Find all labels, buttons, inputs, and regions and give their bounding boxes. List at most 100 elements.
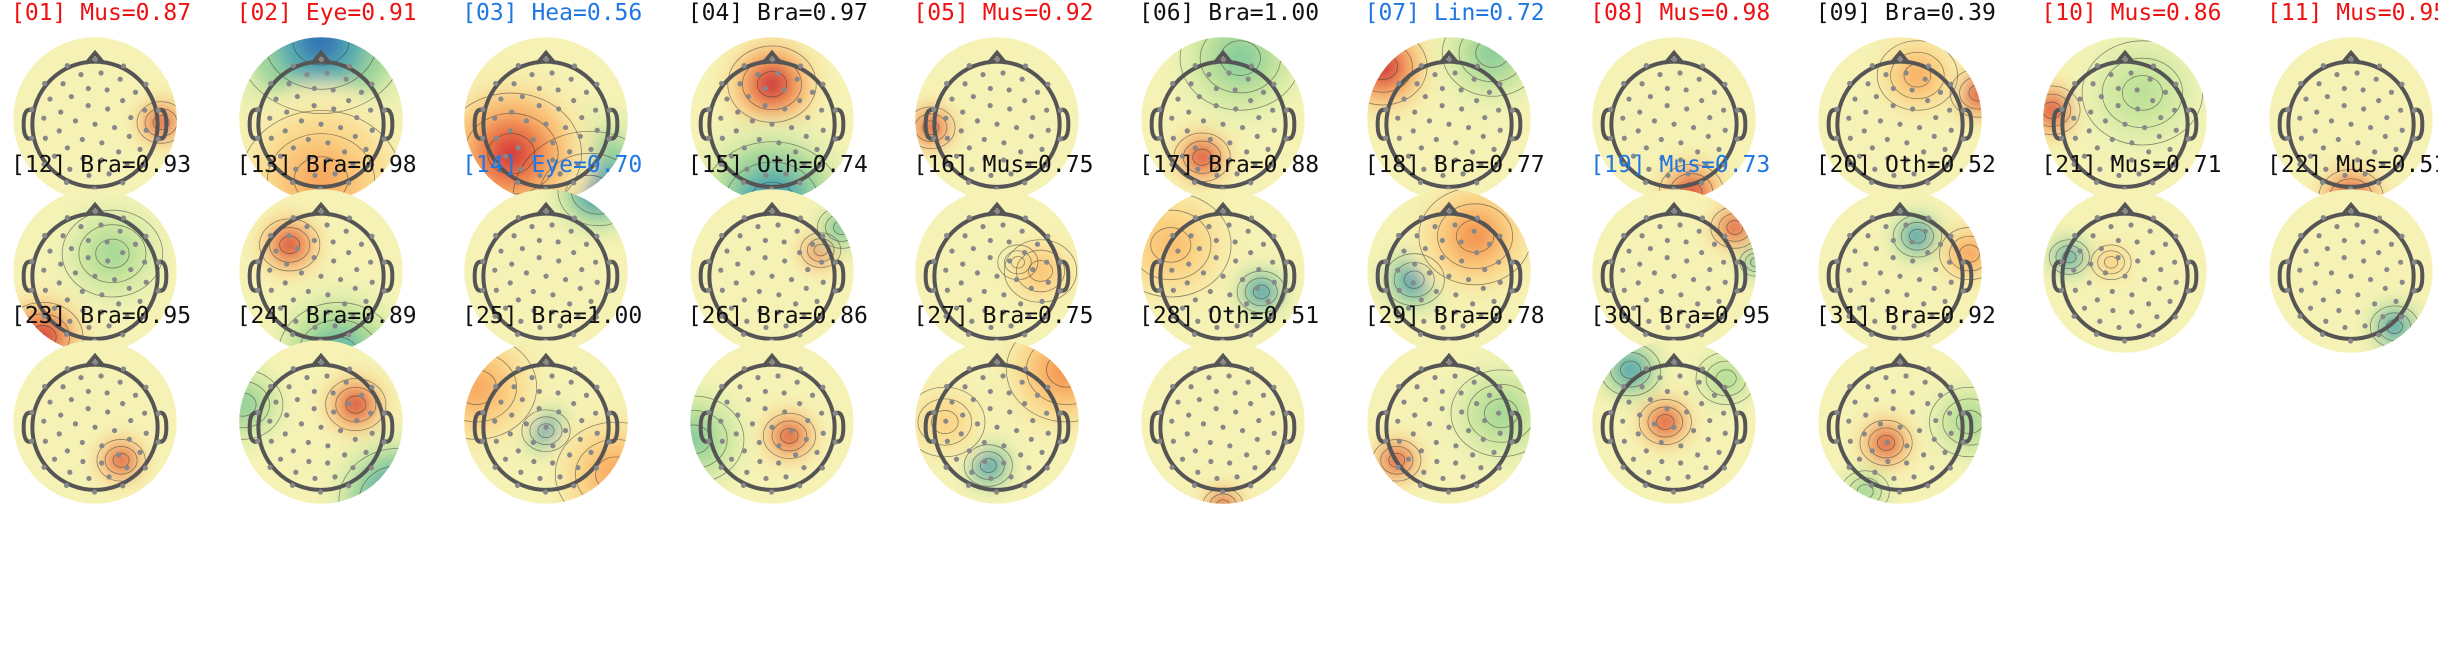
electrode-dot [155,259,161,265]
electrode-dot [943,161,950,167]
electrode-dot [1684,106,1690,112]
component-label: [06] Bra=1.00 [1139,0,1320,26]
component-class: Mus [2110,0,2153,26]
electrode-dot [781,106,788,112]
ear-outline [156,259,169,293]
electrode-dot [480,258,486,264]
component-cell: [09] Bra=0.39 [1813,0,2039,218]
electrode-dot [2095,63,2101,69]
component-label: [18] Bra=0.77 [1364,151,1545,178]
electrode-dot [1703,313,1709,319]
electrode-dot [1473,331,1479,337]
electrode-dot [1023,366,1029,372]
electrode-dot [718,383,725,390]
ear-outline [1284,259,1297,293]
electrode-dot [1008,322,1015,328]
electrode-dot [571,331,577,337]
electrode-dot [358,241,364,247]
component-id: [10] [2041,0,2097,26]
electrode-dot [330,257,336,264]
electrode-dot [1001,157,1007,163]
electrode-dot [1239,124,1246,131]
electrode-dot [1960,259,1966,265]
electrode-dot [1734,410,1741,416]
electrode-dot [2129,291,2135,297]
nose-outline [310,49,331,65]
electrode-dot [346,366,352,372]
electrode-dot [741,214,747,220]
electrode-dot [1046,127,1052,133]
electrode-dot [1847,287,1853,293]
electrode-dot [1418,366,1424,372]
contour-line [112,452,130,468]
electrode-dot [1665,475,1671,482]
electrode-dot [2336,155,2342,162]
electrode-dot [1672,359,1678,366]
electrode-dot [1405,456,1411,462]
electrode-dot [2328,269,2335,275]
electrode-dot [1643,448,1650,454]
electrode-dot [1868,331,1874,337]
electrode-dot [1254,133,1260,139]
electrode-dot [994,489,1000,495]
electrode-dot [575,162,581,168]
electrode-dot [1929,313,1935,319]
electrode-dot [106,474,112,480]
topomap [915,340,1080,504]
component-class: Bra [305,303,348,329]
electrode-dot [579,266,585,272]
electrode-dot [85,254,91,260]
electrode-dot [1621,438,1628,444]
electrode-dot [493,438,500,444]
nose-outline [1663,201,1685,217]
electrode-dot [317,489,323,495]
contour-line [238,37,403,114]
electrode-dot [1877,118,1883,124]
electrode-dot [1465,427,1471,434]
contour-line [1900,221,1934,250]
electrode-dot [741,366,747,372]
electrode-dot [503,153,509,159]
electrode-dot [155,410,161,416]
electrode-dot [1643,331,1649,337]
activation-blob [1370,55,1395,79]
contour-line [1859,419,1913,466]
component-label: [24] Bra=0.89 [236,303,417,329]
electrode-dot [2186,259,2192,265]
electrode-dot [324,291,331,297]
electrode-dot [72,421,79,427]
electrode-dot [775,460,782,466]
electrode-dot [749,269,755,275]
electrode-dot [64,145,70,151]
electrode-dot [337,124,343,131]
electrode-dot [267,80,273,87]
electrode-dot [832,136,838,142]
electrode-dot [567,300,573,306]
electrode-dot [254,106,261,112]
ear-outline [1510,410,1522,444]
electrode-dot [980,374,986,381]
electrode-dot [717,267,724,273]
electrode-dot [949,399,955,405]
contour-line [1379,445,1413,475]
electrode-dot [975,118,981,124]
electrode-dot [792,452,799,458]
electrode-dot [1473,249,1479,255]
electrode-dot [1170,80,1176,87]
electrode-dot [2099,245,2105,251]
electrode-dot [1035,89,1041,95]
component-label: [04] Bra=0.97 [687,0,868,26]
nose-outline [535,49,557,65]
electrode-dot [557,474,563,480]
contour-line [724,161,820,201]
electrode-dot [2376,180,2382,186]
electrode-dot [584,392,590,398]
electrode-dot [1946,410,1953,416]
electrode-dot [1643,145,1650,151]
electrode-dot [2150,180,2156,186]
electrode-dot [2380,162,2386,168]
electrode-dot [2094,331,2100,337]
electrode-dot [2341,254,2347,260]
electrode-dot [1239,427,1246,434]
electrode-dot [2110,307,2116,313]
